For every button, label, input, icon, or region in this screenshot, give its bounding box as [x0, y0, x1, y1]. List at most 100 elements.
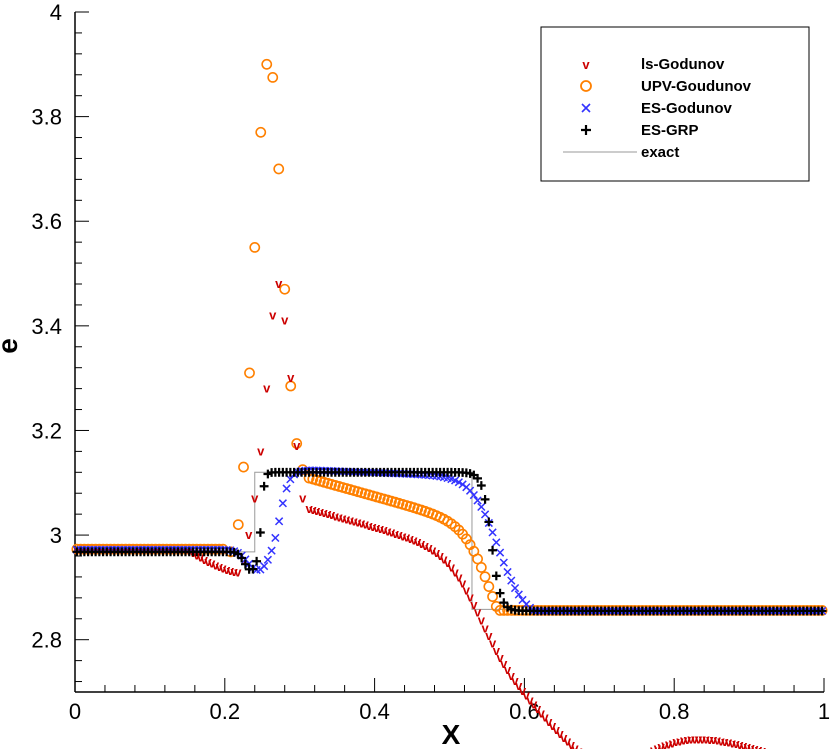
ls-godunov-point: v — [362, 517, 370, 532]
ls-godunov-point: v — [777, 748, 785, 749]
legend-label: exact — [641, 144, 679, 161]
x-tick-label: 0.8 — [659, 699, 690, 724]
ls-godunov-point: v — [399, 528, 407, 543]
ls-godunov-point: v — [575, 743, 583, 749]
es-godunov-point — [492, 538, 501, 547]
es-godunov-point — [259, 561, 269, 571]
ls-godunov-point: v — [481, 620, 489, 635]
ls-godunov-point: v — [672, 734, 680, 749]
y-tick-label: 3.4 — [31, 314, 62, 339]
ls-godunov-point: v — [661, 738, 669, 749]
ls-godunov-series: vvvvvvvvvvvvvvvvvvvvvvvvvvvvvvvvvvvvvvvv… — [73, 276, 789, 749]
x-axis-title: X — [442, 719, 461, 749]
y-tick-label: 3 — [50, 523, 62, 548]
ls-godunov-point: v — [504, 662, 512, 677]
ls-godunov-point: v — [257, 443, 265, 458]
ls-godunov-point: v — [511, 673, 519, 688]
es-godunov-point — [286, 475, 295, 484]
es-grp-point — [817, 606, 827, 616]
ls-godunov-point: v — [263, 381, 271, 396]
es-godunov-point — [473, 496, 482, 505]
es-godunov-point — [514, 590, 523, 599]
es-grp-point — [488, 545, 497, 555]
es-godunov-point — [495, 548, 505, 557]
es-grp-point — [240, 559, 250, 569]
ls-godunov-point: v — [425, 540, 433, 555]
ls-godunov-point: v — [538, 705, 546, 720]
legend-label: ES-GRP — [641, 122, 699, 139]
upv-point — [273, 163, 285, 175]
es-godunov-point — [503, 567, 512, 577]
ls-godunov-point: v — [444, 555, 452, 570]
ls-godunov-point: v — [305, 501, 313, 516]
ls-godunov-point: v — [204, 554, 212, 569]
ls-godunov-point: v — [339, 510, 347, 525]
ls-godunov-point: v — [496, 650, 504, 665]
ls-godunov-point: v — [275, 276, 283, 291]
ls-godunov-point: v — [669, 735, 677, 749]
ls-godunov-point: v — [234, 565, 242, 580]
ls-godunov-point: v — [418, 536, 426, 551]
axes: 0 0.2 0.4 0.6 0.8 1 2.8 3 3.2 3.4 3.6 3.8 4 — [31, 0, 830, 724]
es-grp-point — [476, 481, 486, 490]
ls-godunov-point: v — [320, 505, 328, 520]
ls-godunov-point: v — [665, 736, 673, 749]
x-tick-label: 0 — [69, 699, 81, 724]
ls-godunov-point: v — [747, 740, 755, 749]
ls-godunov-point: v — [373, 520, 381, 535]
ls-godunov-point: v — [231, 564, 239, 579]
ls-godunov-point: v — [717, 733, 725, 748]
es-grp-point — [473, 473, 482, 483]
ls-godunov-point: v — [762, 744, 770, 749]
upv-point — [238, 461, 249, 473]
ls-godunov-point: v — [553, 722, 561, 737]
ls-godunov-point: v — [545, 714, 553, 729]
y-tick-label: 4 — [50, 0, 62, 25]
legend: v ls-Godunov UPV-Goudunov ES-Godunov ES-GRP e… — [540, 26, 810, 182]
ls-godunov-point: v — [407, 531, 415, 546]
ls-godunov-point: v — [414, 534, 422, 549]
es-godunov-point — [499, 558, 508, 567]
ls-godunov-point: v — [201, 552, 209, 567]
ls-godunov-point: v — [568, 737, 576, 749]
es-godunov-point — [263, 555, 272, 564]
ls-godunov-point: v — [530, 697, 538, 712]
ls-godunov-point: v — [343, 511, 351, 526]
ls-godunov-point: v — [380, 522, 388, 537]
ls-godunov-point: v — [223, 562, 231, 577]
ls-godunov-point: v — [245, 527, 253, 542]
es-godunov-point — [477, 502, 486, 512]
ls-godunov-point: v — [422, 538, 430, 553]
upv-point — [285, 380, 297, 392]
ls-godunov-point: v — [459, 576, 467, 591]
ls-godunov-point: v — [702, 732, 710, 747]
ls-godunov-point: v — [227, 563, 235, 578]
ls-godunov-point: v — [639, 747, 647, 749]
legend-upv-marker — [580, 80, 592, 92]
ls-godunov-point: v — [347, 512, 355, 527]
upv-point — [267, 71, 279, 83]
upv-point — [291, 438, 303, 449]
ls-godunov-point: v — [392, 526, 400, 541]
upv-point — [479, 571, 491, 583]
ls-godunov-point: v — [744, 739, 752, 749]
ls-godunov-point: v — [541, 710, 549, 725]
ls-godunov-point: v — [725, 735, 733, 749]
ls-godunov-point: v — [287, 370, 295, 385]
ls-godunov-point: v — [489, 636, 497, 651]
es-godunov-point — [469, 490, 478, 500]
ls-godunov-point: v — [452, 564, 460, 579]
es-grp-point — [255, 528, 265, 537]
ls-godunov-point: v — [212, 558, 220, 573]
ls-godunov-point: v — [433, 545, 441, 560]
ls-godunov-point: v — [680, 733, 688, 748]
ls-godunov-point: v — [729, 735, 737, 749]
ls-godunov-point: v — [534, 701, 542, 716]
upv-point — [494, 605, 506, 616]
ls-godunov-point: v — [755, 742, 763, 749]
y-tick-label: 3.2 — [31, 418, 62, 443]
ls-godunov-point: v — [478, 612, 486, 627]
x-tick-label: 1 — [818, 699, 830, 724]
ls-godunov-point: v — [216, 559, 224, 574]
ls-godunov-point: v — [759, 743, 767, 749]
